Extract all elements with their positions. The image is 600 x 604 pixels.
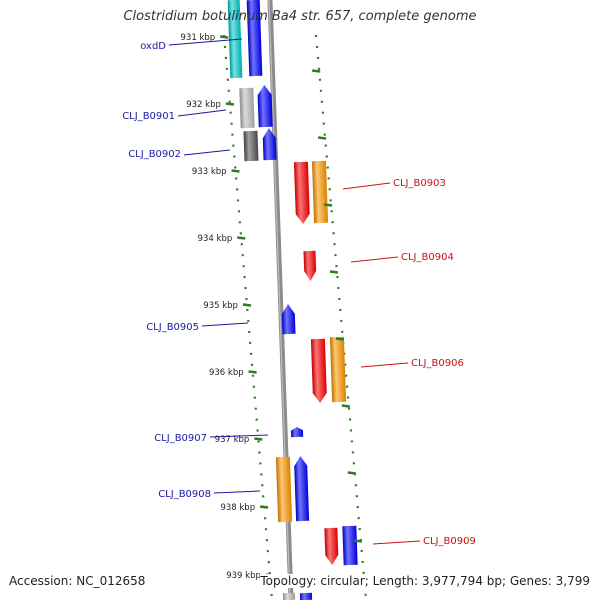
gene-leader-line [360,362,409,368]
kbp-tick-label: 935 kbp [203,301,238,311]
outer-tick-mark [335,337,345,341]
forward-gene [257,85,273,128]
inner-tick-mark [242,303,252,307]
gene-leader-line [209,434,269,438]
kbp-tick-label: 939 kbp [226,571,261,581]
genome-title: Clostridium botulinum Ba4 str. 657, comp… [123,9,477,24]
cds-feature [329,336,347,403]
inner-tick-mark [231,169,240,173]
outer-tick-mark [329,270,339,274]
gene-label: CLJ_B0909 [423,536,476,547]
feature-block [243,130,259,162]
feature-block [282,592,296,601]
gene-leader-line [213,490,261,494]
reverse-gene [310,338,327,403]
kbp-tick-label: 936 kbp [209,368,244,378]
kbp-tick-label: 938 kbp [220,503,255,513]
kbp-tick-label: 937 kbp [215,435,250,445]
outer-tick-mark [317,136,327,140]
kbp-tick-label: 934 kbp [198,234,233,244]
gene-features [227,0,358,601]
gene-leader-line [201,322,249,327]
kbp-tick-label: 932 kbp [186,100,221,110]
feature-block [239,87,255,129]
outer-tick-mark [347,471,356,475]
outer-tick-mark [323,203,333,207]
outer-tick-mark [341,404,350,408]
gene-label: CLJ_B0908 [158,489,211,500]
inner-tick-mark [259,505,269,509]
cds-feature [275,456,293,523]
cds-feature [311,160,329,224]
gene-leader-line [183,149,231,156]
outer-tick-mark [353,539,362,543]
forward-gene [299,592,313,601]
kbp-tick-label: 933 kbp [192,167,227,177]
gene-label: CLJ_B0905 [146,322,199,333]
gene-label: CLJ_B0902 [128,149,181,160]
inner-tick-mark [254,437,263,441]
inner-tick-mark [237,236,246,240]
accession-text: Accession: NC_012658 [9,574,146,588]
reverse-gene [324,527,339,565]
gene-leader-line [350,256,399,263]
gene-leader-line [342,182,391,190]
gene-label: CLJ_B0904 [401,252,454,263]
gene-label: CLJ_B0901 [122,111,175,122]
forward-gene [246,0,263,77]
gene-label: oxdD [140,41,166,52]
forward-gene [281,304,296,335]
outer-tick-mark [312,69,321,73]
reverse-gene [293,161,310,224]
gene-labels: oxdD CLJ_B0901 CLJ_B0902 CLJ_B0903 CLJ_B0904… [122,38,476,547]
forward-gene [342,525,358,566]
inner-tick-mark [220,35,229,39]
reverse-gene [303,250,317,281]
gene-label: CLJ_B0907 [154,433,207,444]
forward-gene [290,427,304,438]
forward-gene [262,128,277,161]
gene-leader-line [168,38,243,46]
topology-text: Topology: circular; Length: 3,977,794 bp… [260,574,590,588]
kbp-tick-label: 931 kbp [181,33,216,43]
forward-gene [294,456,310,522]
gene-label: CLJ_B0906 [411,358,464,369]
kbp-ticks: 931 kbp 932 kbp 933 kbp 934 kbp 935 kbp 936 k… [181,33,362,581]
gene-label: CLJ_B0903 [393,178,446,189]
gene-leader-line [372,540,421,545]
inner-tick-mark [248,370,257,374]
gene-leader-line [177,109,227,117]
inner-tick-mark [225,102,235,106]
outer-dotted-ring [314,34,368,601]
feature-block [227,0,243,79]
